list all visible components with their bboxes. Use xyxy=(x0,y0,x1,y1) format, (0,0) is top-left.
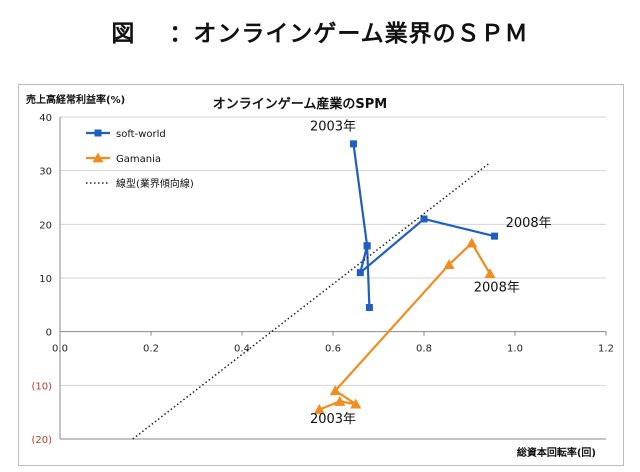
year-annotation: 2003年 xyxy=(310,412,356,427)
x-tick-label: 0.2 xyxy=(143,344,159,355)
data-point-square xyxy=(356,269,364,277)
series-Gamania xyxy=(313,237,496,414)
y-tick-label: 30 xyxy=(39,167,52,178)
data-point-square xyxy=(365,304,373,312)
data-point-square xyxy=(491,232,499,240)
data-point-triangle xyxy=(350,398,362,409)
legend-label: Gamania xyxy=(116,154,161,165)
data-point-square xyxy=(420,215,428,223)
legend-label: 線型(業界傾向線) xyxy=(116,177,194,190)
data-point-square xyxy=(363,242,371,250)
y-tick-label: 20 xyxy=(39,220,52,231)
x-tick-label: 0.6 xyxy=(325,344,341,355)
tick-labels: 40 30 20 10 0 (10) (20) 0.0 0.2 0.4 0.6 0.8 1.0 1.2 xyxy=(31,113,613,446)
data-point-triangle xyxy=(313,403,325,414)
data-point-triangle xyxy=(92,152,104,163)
annotations: 2003年 2008年 2008年 2003年 xyxy=(310,119,552,426)
data-point-triangle xyxy=(484,268,496,279)
series-line xyxy=(318,241,491,411)
y-tick-label: 10 xyxy=(39,274,52,285)
gridlines xyxy=(60,116,606,386)
trend-line xyxy=(132,162,491,440)
data-point-square xyxy=(94,129,102,137)
data-point-triangle xyxy=(443,259,455,269)
data-point-triangle xyxy=(334,395,346,406)
year-annotation: 2003年 xyxy=(310,119,356,134)
figure-title-text: ：オンラインゲーム業界のＳＰＭ xyxy=(169,21,529,47)
legend-item-Gamania: Gamania xyxy=(86,152,161,165)
chart-frame xyxy=(18,84,624,466)
y-tick-label: (10) xyxy=(31,381,52,392)
y-tick-label: 40 xyxy=(39,113,52,124)
year-annotation: 2008年 xyxy=(474,280,520,295)
y-tick-label: 0 xyxy=(46,328,52,339)
legend: soft-world Gamania 線型(業界傾向線) xyxy=(86,129,194,190)
chart-title: オンラインゲーム産業のSPM xyxy=(213,96,387,112)
y-axis-label: 売上高経常利益率(%) xyxy=(26,93,125,106)
series-線型(業界傾向線) xyxy=(132,162,491,440)
legend-item-soft-world: soft-world xyxy=(86,129,166,140)
x-tick-label: 0.0 xyxy=(52,344,68,355)
x-tick-label: 0.4 xyxy=(234,344,250,355)
data-series xyxy=(132,140,499,440)
figure-title: 図 ：オンラインゲーム業界のＳＰＭ xyxy=(0,14,640,48)
legend-label: soft-world xyxy=(116,129,166,140)
figure-title-prefix: 図 xyxy=(111,21,136,47)
year-annotation: 2008年 xyxy=(506,216,552,231)
legend-item-線型(業界傾向線): 線型(業界傾向線) xyxy=(86,177,194,190)
y-tick-label: (20) xyxy=(31,435,52,446)
x-tick-label: 1.0 xyxy=(507,344,523,355)
series-soft-world xyxy=(349,140,499,312)
data-point-square xyxy=(349,140,357,148)
data-point-triangle xyxy=(466,237,478,248)
axes xyxy=(59,117,607,440)
data-point-triangle xyxy=(329,385,341,396)
x-tick-label: 0.8 xyxy=(416,344,432,355)
x-tick-label: 1.2 xyxy=(598,344,614,355)
x-axis-label: 総資本回転率(回) xyxy=(517,446,596,459)
